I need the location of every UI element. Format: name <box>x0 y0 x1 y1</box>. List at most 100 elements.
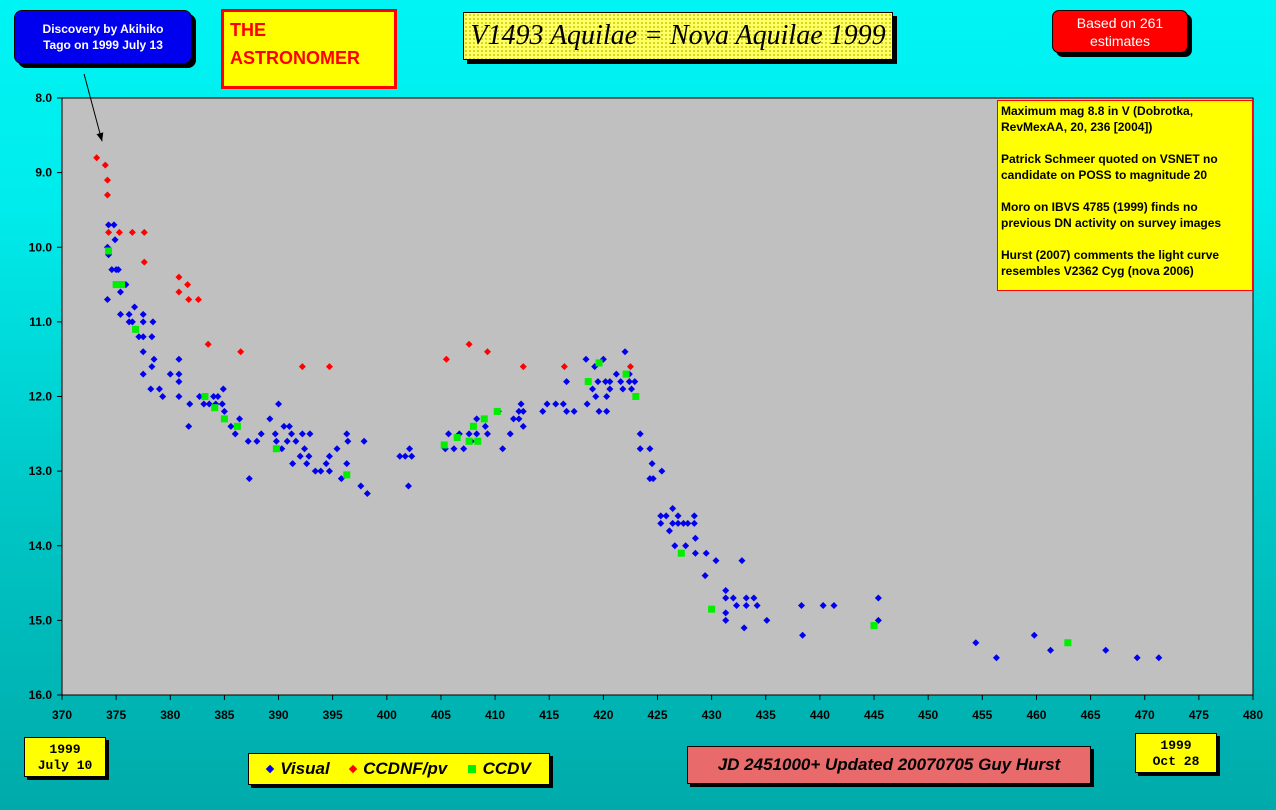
point-visual <box>103 295 111 303</box>
point-visual <box>582 355 590 363</box>
point-visual <box>148 363 156 371</box>
x-tick-label: 440 <box>810 708 830 722</box>
point-visual <box>1155 654 1163 662</box>
point-visual <box>1047 646 1055 654</box>
point-visual <box>116 288 124 296</box>
note-moro: Moro on IBVS 4785 (1999) finds no previo… <box>1001 200 1222 230</box>
point-visual <box>445 430 453 438</box>
point-ccdnf-pv <box>105 228 113 236</box>
point-visual <box>114 266 122 274</box>
point-visual <box>220 407 228 415</box>
point-visual <box>691 549 699 557</box>
point-ccdnf-pv <box>128 228 136 236</box>
point-visual <box>722 616 730 624</box>
point-visual <box>753 601 761 609</box>
point-visual <box>155 385 163 393</box>
point-ccdv <box>870 622 878 630</box>
x-tick-label: 370 <box>52 708 72 722</box>
point-visual <box>733 601 741 609</box>
point-visual <box>275 400 283 408</box>
point-visual <box>227 422 235 430</box>
point-visual <box>266 415 274 423</box>
x-tick-label: 410 <box>485 708 505 722</box>
point-visual <box>325 452 333 460</box>
point-visual <box>819 601 827 609</box>
point-visual <box>519 422 527 430</box>
point-visual <box>543 400 551 408</box>
point-visual <box>175 378 183 386</box>
point-visual <box>460 445 468 453</box>
x-tick-label: 435 <box>756 708 776 722</box>
legend-label-visual: Visual <box>280 759 330 778</box>
point-visual <box>583 400 591 408</box>
publisher-logo: THE ASTRONOMER <box>221 9 397 89</box>
point-visual <box>830 601 838 609</box>
point-visual <box>128 318 136 326</box>
point-visual <box>219 385 227 393</box>
point-visual <box>646 445 654 453</box>
x-axis: 370 375 380 385 390 395 400 405 410 415 420 425 430 4… <box>52 695 1263 722</box>
point-visual <box>515 415 523 423</box>
legend: Visual CCDNF/pv CCDV <box>248 753 550 785</box>
x-tick-label: 375 <box>106 708 126 722</box>
point-visual <box>657 512 665 520</box>
point-visual <box>606 378 614 386</box>
point-visual <box>1133 654 1141 662</box>
point-visual <box>671 542 679 550</box>
x-tick-label: 415 <box>539 708 559 722</box>
point-visual <box>148 333 156 341</box>
point-ccdv <box>201 393 209 400</box>
point-visual <box>684 519 692 527</box>
point-visual <box>742 594 750 602</box>
legend-item-ccdnf: CCDNF/pv <box>348 759 448 779</box>
point-visual <box>603 393 611 400</box>
point-visual <box>674 512 682 520</box>
point-ccdnf-pv <box>442 355 450 363</box>
point-visual <box>337 475 345 483</box>
point-ccdv <box>469 422 477 430</box>
point-visual <box>298 430 306 438</box>
point-visual <box>662 512 670 520</box>
point-visual <box>658 467 666 475</box>
point-visual <box>333 445 341 453</box>
end-date-year: 1999 <box>1160 738 1192 753</box>
point-visual <box>231 430 239 438</box>
x-tick-label: 390 <box>269 708 289 722</box>
point-visual <box>108 266 116 274</box>
point-ccdv <box>493 407 501 415</box>
y-tick-label: 15.0 <box>29 613 53 627</box>
point-visual <box>149 318 157 326</box>
y-tick-label: 14.0 <box>29 539 53 553</box>
point-visual <box>559 400 567 408</box>
point-visual <box>280 422 288 430</box>
start-date-day: July 10 <box>37 758 93 773</box>
point-visual <box>244 437 252 445</box>
point-ccdnf-pv <box>465 340 473 348</box>
point-ccdnf-pv <box>298 363 306 371</box>
point-visual <box>636 445 644 453</box>
note-maximum: Maximum mag 8.8 in V (Dobrotka, RevMexAA… <box>1001 104 1194 134</box>
publisher-text: THE ASTRONOMER <box>230 20 360 68</box>
legend-label-ccdnf: CCDNF/pv <box>363 759 448 778</box>
point-visual <box>631 378 639 386</box>
point-ccdv <box>584 378 592 386</box>
point-visual <box>798 601 806 609</box>
point-visual <box>245 475 253 483</box>
point-visual <box>499 445 507 453</box>
point-visual <box>236 415 244 423</box>
point-ccdv <box>1064 639 1072 647</box>
update-footer: JD 2451000+ Updated 20070705 Guy Hurst <box>687 746 1091 784</box>
point-visual <box>303 460 311 468</box>
point-visual <box>105 221 113 229</box>
point-visual <box>740 624 748 632</box>
point-visual <box>147 385 155 393</box>
point-visual <box>292 437 300 445</box>
note-schmeer: Patrick Schmeer quoted on VSNET no candi… <box>1001 152 1218 182</box>
point-visual <box>589 385 597 393</box>
discovery-callout: Discovery by Akihiko Tago on 1999 July 1… <box>14 10 192 64</box>
point-visual <box>363 490 371 498</box>
point-visual <box>570 407 578 415</box>
discovery-text: Discovery by Akihiko Tago on 1999 July 1… <box>42 22 164 52</box>
point-visual <box>763 616 771 624</box>
point-visual <box>139 348 147 356</box>
